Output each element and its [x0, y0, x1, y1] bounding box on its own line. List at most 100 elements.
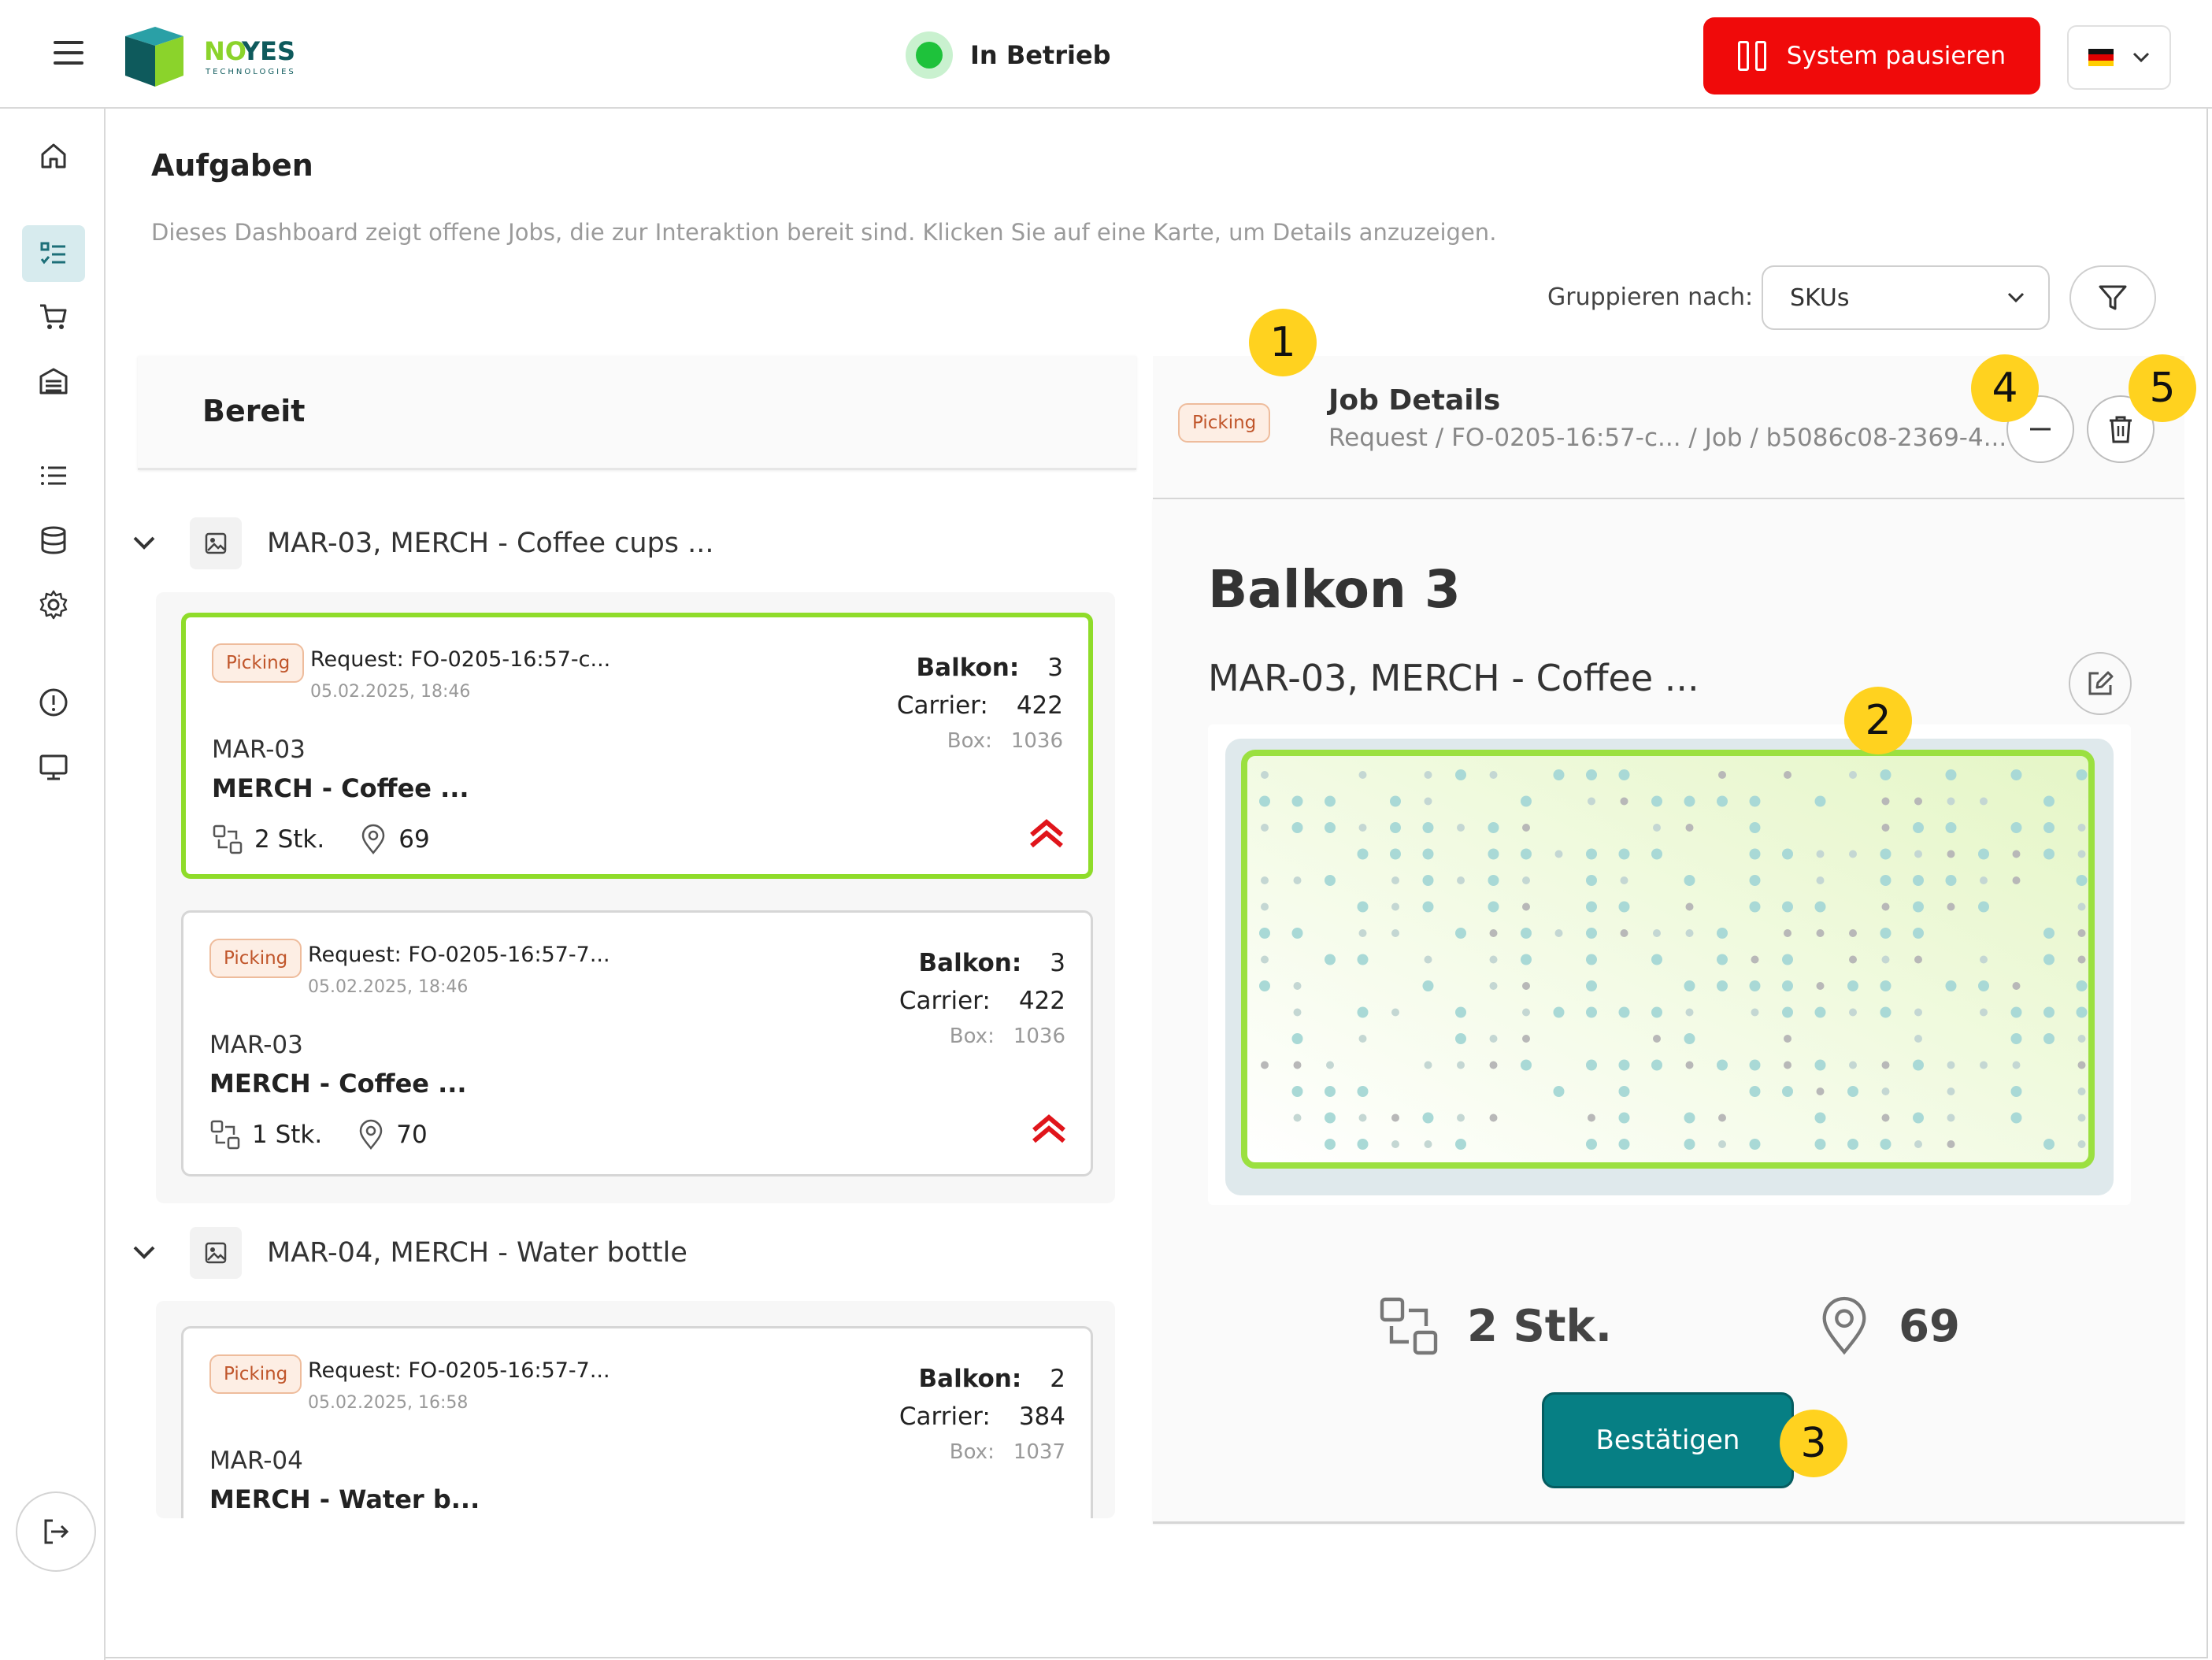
pause-label: System pausieren: [1786, 42, 2006, 70]
sidebar-item-storage[interactable]: [22, 353, 85, 409]
pin-dot: [1814, 901, 1826, 913]
image-icon: [190, 517, 242, 569]
job-card[interactable]: Picking Request: FO-0205-16:57-c... 05.0…: [181, 613, 1093, 879]
box-row: Box: 1037: [949, 1440, 1065, 1464]
pin-dot: [1685, 1008, 1694, 1017]
storage-icon: [39, 368, 68, 395]
pin-dot: [1685, 1061, 1694, 1069]
pin-dot: [1586, 901, 1597, 913]
pin-dot: [1357, 1086, 1369, 1097]
chevron-down-icon: [2007, 292, 2025, 303]
pin-dot: [1880, 928, 1892, 939]
pin-dot: [1816, 982, 1825, 990]
pin-dot: [1455, 928, 1466, 939]
sidebar-item-database[interactable]: [22, 512, 85, 569]
job-card[interactable]: Picking Request: FO-0205-16:57-7... 05.0…: [181, 910, 1093, 1176]
edit-button[interactable]: [2069, 652, 2132, 715]
pin-dot: [1684, 1112, 1695, 1124]
pin-dot: [1489, 1113, 1498, 1122]
minus-icon: [2030, 428, 2051, 431]
callout-marker: 2: [1844, 687, 1912, 754]
pin-dot: [1651, 795, 1662, 807]
sidebar-item-cart[interactable]: [22, 288, 85, 345]
pin-dot: [1913, 822, 1924, 833]
pin-dot: [1651, 848, 1662, 860]
pin-dot: [1816, 850, 1825, 858]
location-number: 70: [396, 1121, 428, 1149]
pin-dot: [1391, 1113, 1399, 1122]
location-pin-icon: [359, 824, 387, 855]
chevron-down-icon[interactable]: [130, 1239, 158, 1267]
pin-dot: [1618, 769, 1630, 780]
sidebar-item-list[interactable]: [22, 447, 85, 504]
pin-dot: [1749, 875, 1761, 886]
pin-dot: [1651, 954, 1662, 965]
hamburger-icon[interactable]: [54, 41, 83, 65]
pin-dot: [1881, 1113, 1890, 1122]
chevron-down-icon[interactable]: [130, 529, 158, 558]
pin-dot: [1945, 769, 1957, 780]
pin-dot: [1749, 822, 1761, 833]
pin-dot: [1259, 795, 1270, 807]
pin-dot: [1489, 1035, 1498, 1043]
logout-button[interactable]: [16, 1491, 96, 1572]
pause-icon: [1737, 41, 1766, 71]
sku-code: MAR-03: [212, 736, 306, 764]
pin-dot: [1718, 771, 1726, 779]
sidebar-item-alerts[interactable]: [22, 674, 85, 731]
pin-dot: [1749, 1086, 1761, 1097]
pin-dot: [1291, 1086, 1303, 1097]
pin-dot: [1620, 797, 1628, 806]
filter-button[interactable]: [2069, 265, 2156, 330]
pin-dot: [1325, 875, 1336, 886]
pin-dot: [1684, 795, 1695, 807]
pin-dot: [1947, 1140, 1955, 1148]
selected-box-slot[interactable]: [1241, 750, 2095, 1169]
pin-dot: [1881, 1061, 1890, 1069]
group-header[interactable]: MAR-03, MERCH - Coffee cups ...: [130, 512, 714, 575]
pin-dot: [1849, 1008, 1857, 1017]
sidebar-item-settings[interactable]: [22, 576, 85, 633]
pin-dot: [1586, 1006, 1597, 1018]
pin-dot: [1717, 954, 1728, 965]
pin-dot: [1945, 875, 1957, 886]
sidebar-item-monitor[interactable]: [22, 739, 85, 795]
pin-dot: [1357, 1139, 1369, 1150]
pin-dot: [1782, 901, 1793, 913]
pin-dot: [1751, 1008, 1759, 1017]
pin-dot: [1489, 982, 1498, 990]
pin-dot: [1358, 771, 1367, 779]
pin-dot: [1488, 822, 1499, 833]
pin-dot: [1422, 822, 1434, 833]
pin-dot: [1554, 929, 1563, 937]
pin-dot: [1849, 1061, 1857, 1069]
detail-location: 69: [1899, 1300, 1960, 1352]
transfer-icon: [1377, 1295, 1440, 1358]
pin-dot: [1618, 1139, 1630, 1150]
collapse-button[interactable]: [2006, 395, 2074, 463]
pin-dot: [1880, 875, 1892, 886]
job-card[interactable]: Picking Request: FO-0205-16:57-7... 05.0…: [181, 1326, 1093, 1518]
language-select[interactable]: [2067, 25, 2171, 90]
noyes-logo: NO YES TECHNOLOGIES: [122, 22, 303, 88]
quantity: 1 Stk.: [252, 1121, 323, 1149]
pin-dot: [2010, 1033, 2022, 1044]
pin-dot: [1554, 850, 1563, 858]
pin-dot: [2010, 1112, 2022, 1124]
job-date: 05.02.2025, 18:46: [310, 682, 471, 702]
pin-dot: [1814, 1112, 1826, 1124]
sidebar-item-home[interactable]: [22, 128, 85, 184]
quantity-location: 2 Stk. 69: [212, 824, 430, 855]
pause-system-button[interactable]: System pausieren: [1703, 17, 2040, 94]
group-header[interactable]: MAR-04, MERCH - Water bottle: [130, 1221, 687, 1284]
request-id: Request: FO-0205-16:57-c...: [310, 647, 611, 672]
sidebar-item-tasks[interactable]: [22, 225, 85, 282]
detail-quantity: 2 Stk.: [1466, 1300, 1613, 1352]
transfer-icon: [209, 1119, 241, 1151]
location-number: 69: [398, 825, 430, 854]
pin-dot: [1784, 1061, 1791, 1069]
pin-dot: [1684, 980, 1695, 991]
group-by-select[interactable]: SKUs: [1762, 265, 2050, 330]
pin-dot: [1261, 1061, 1269, 1069]
confirm-button[interactable]: Bestätigen: [1542, 1392, 1794, 1488]
